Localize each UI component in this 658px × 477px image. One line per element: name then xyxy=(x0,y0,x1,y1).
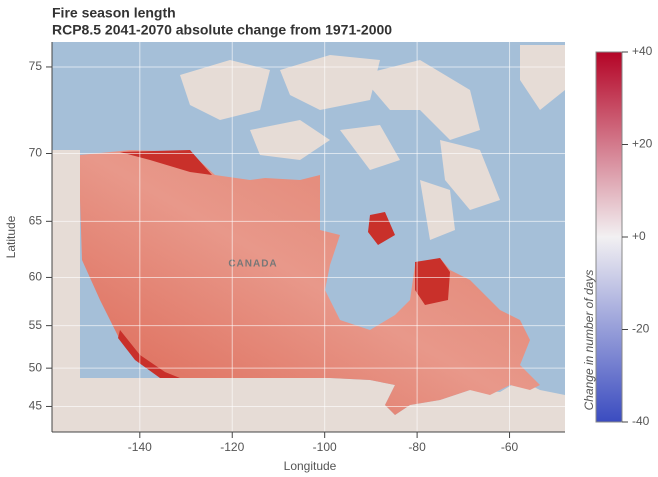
colorbar xyxy=(595,51,623,423)
colorbar-tick-label: +20 xyxy=(632,137,653,151)
map: CANADA xyxy=(52,42,565,432)
x-tick-label: -120 xyxy=(220,440,244,454)
colorbar-label: Change in number of days xyxy=(582,270,596,411)
y-tick-label: 50 xyxy=(29,360,43,374)
y-tick-label: 45 xyxy=(29,399,43,413)
colorbar-tick-label: +0 xyxy=(632,229,646,243)
arctic-islands xyxy=(180,45,565,240)
x-axis-label: Longitude xyxy=(284,459,337,473)
y-axis-label: Latitude xyxy=(4,215,18,258)
y-tick-label: 70 xyxy=(29,146,43,160)
y-tick-label: 65 xyxy=(29,213,43,227)
heat-region xyxy=(80,150,540,415)
x-tick-label: -100 xyxy=(313,440,337,454)
land-south xyxy=(52,150,565,432)
y-tick-label: 60 xyxy=(29,270,43,284)
chart-title: Fire season length xyxy=(52,5,176,21)
colorbar-tick-label: -40 xyxy=(632,414,650,428)
colorbar-tick-label: -20 xyxy=(632,322,650,336)
x-tick-label: -60 xyxy=(501,440,519,454)
chart-subtitle: RCP8.5 2041-2070 absolute change from 19… xyxy=(52,22,392,38)
y-tick-label: 75 xyxy=(29,59,43,73)
colorbar-tick-label: +40 xyxy=(632,44,653,58)
x-tick-label: -140 xyxy=(128,440,152,454)
y-tick-label: 55 xyxy=(29,318,43,332)
map-label: CANADA xyxy=(228,259,277,270)
x-tick-label: -80 xyxy=(408,440,426,454)
